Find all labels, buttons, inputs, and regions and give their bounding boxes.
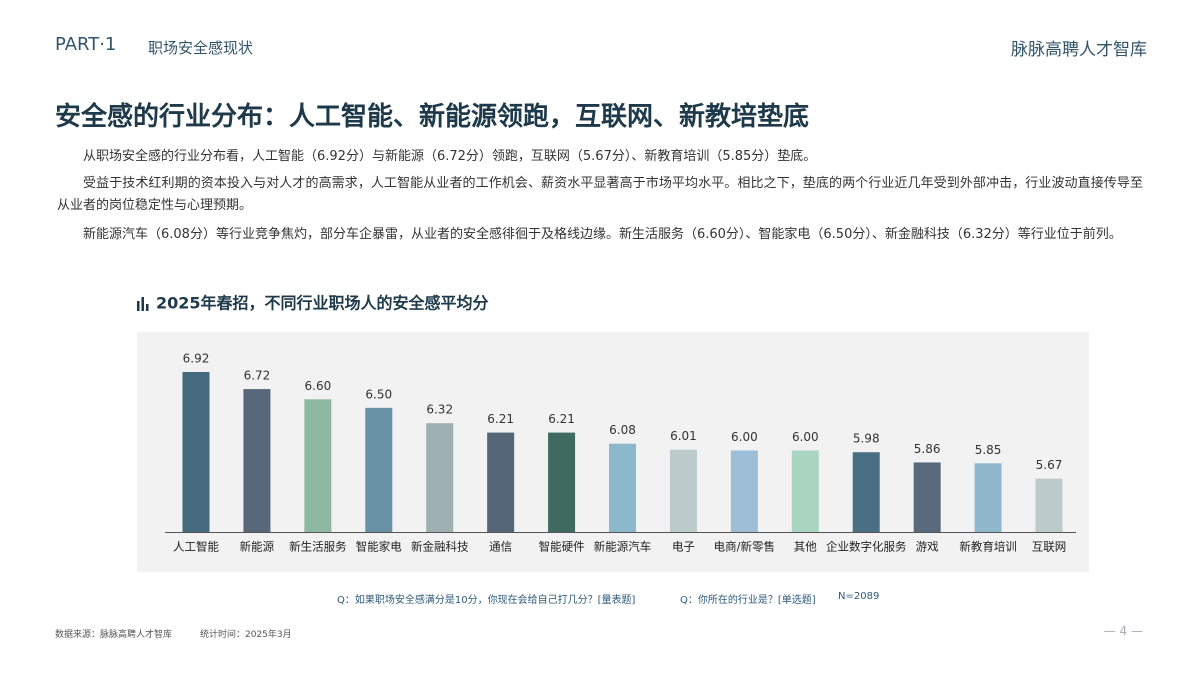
bar [548,432,576,532]
slide-title: 安全感的行业分布：人工智能、新能源领跑，互联网、新教培垫底 [55,102,810,132]
x-tick-label: 新教育培训 [959,540,1017,554]
value-label: 6.21 [487,412,514,426]
x-tick-label: 新能源 [240,540,275,554]
value-label: 6.32 [426,403,453,417]
paragraph: 从职场安全感的行业分布看，人工智能（6.92分）与新能源（6.72分）领跑，互联… [83,149,817,164]
x-tick-label: 互联网 [1032,540,1067,554]
chart-icon [137,297,149,311]
bar [730,450,758,532]
bar [609,443,637,532]
x-tick-label: 电子 [672,540,695,554]
source: 数据来源：脉脉高聘人才智库 [55,630,173,640]
section-label: 职场安全感现状 [148,39,254,57]
value-label: 6.08 [609,423,636,437]
value-label: 6.92 [183,352,210,366]
bar [974,463,1002,532]
footnote: Q：如果职场安全感满分是10分，你现在会给自己打几分？[量表题] [337,595,636,606]
value-label: 5.85 [975,443,1002,457]
x-tick-label: 其他 [794,540,817,554]
bar [913,462,941,532]
x-tick-label: 游戏 [916,540,939,554]
x-tick-label: 新能源汽车 [594,540,652,554]
brand: 脉脉高聘人才智库 [1011,40,1147,60]
x-tick-label: 新金融科技 [411,540,469,554]
value-label: 5.67 [1036,458,1063,472]
value-label: 6.72 [244,369,271,383]
chart-title: 2025年春招，不同行业职场人的安全感平均分 [156,294,489,313]
value-label: 6.00 [792,430,819,444]
value-label: 5.98 [853,432,880,446]
paragraph: 新能源汽车（6.08分）等行业竞争焦灼，部分车企暴雷，从业者的安全感徘徊于及格线… [83,227,1122,242]
footnote: N=2089 [838,591,880,602]
bar [1035,478,1063,532]
footnote: Q：你所在的行业是？[单选题] [680,595,816,606]
value-label: 6.50 [365,387,392,401]
part-label: PART·1 [55,34,117,55]
paragraph: 受益于技术红利期的资本投入与对人才的高需求，人工智能从业者的工作机会、薪资水平显… [57,176,1143,213]
value-label: 6.00 [731,430,758,444]
bar [182,372,210,532]
bar [487,432,515,532]
bar [852,452,880,532]
bar [243,389,271,532]
x-tick-label: 新生活服务 [289,540,347,554]
bar [669,449,697,532]
value-label: 6.21 [548,412,575,426]
x-tick-label: 电商/新零售 [714,540,775,554]
bar [791,450,819,532]
value-label: 6.60 [305,379,332,393]
bar [304,399,332,532]
x-tick-label: 通信 [489,540,512,554]
x-tick-label: 智能家电 [356,540,402,554]
page-number: — 4 — [1103,624,1143,638]
source-date: 统计时间：2025年3月 [200,630,292,640]
bar [365,407,393,532]
x-tick-label: 智能硬件 [539,540,585,554]
x-tick-label: 企业数字化服务 [826,540,907,554]
x-tick-label: 人工智能 [173,540,219,554]
value-label: 5.86 [914,442,941,456]
bar [426,423,454,532]
value-label: 6.01 [670,429,697,443]
